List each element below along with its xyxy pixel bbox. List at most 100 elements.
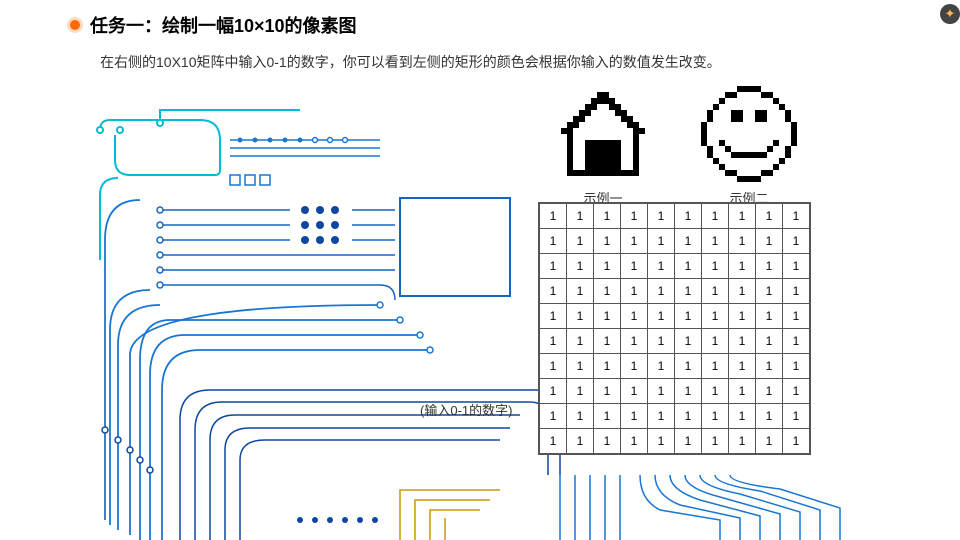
- matrix-cell[interactable]: [756, 429, 783, 454]
- matrix-input[interactable]: [702, 204, 728, 228]
- matrix-input[interactable]: [567, 429, 593, 453]
- matrix-input[interactable]: [756, 379, 782, 403]
- matrix-cell[interactable]: [540, 254, 567, 279]
- matrix-input[interactable]: [729, 304, 755, 328]
- matrix-input[interactable]: [675, 279, 701, 303]
- matrix-input[interactable]: [594, 229, 620, 253]
- matrix-input[interactable]: [648, 204, 674, 228]
- matrix-cell[interactable]: [621, 254, 648, 279]
- matrix-cell[interactable]: [729, 429, 756, 454]
- matrix-cell[interactable]: [621, 204, 648, 229]
- matrix-input[interactable]: [675, 354, 701, 378]
- matrix-input[interactable]: [675, 304, 701, 328]
- matrix-input[interactable]: [540, 379, 566, 403]
- matrix-cell[interactable]: [675, 229, 702, 254]
- matrix-input[interactable]: [540, 404, 566, 428]
- matrix-cell[interactable]: [594, 429, 621, 454]
- matrix-input[interactable]: [783, 204, 809, 228]
- matrix-input[interactable]: [756, 229, 782, 253]
- matrix-input[interactable]: [675, 229, 701, 253]
- matrix-cell[interactable]: [756, 329, 783, 354]
- matrix-cell[interactable]: [783, 379, 810, 404]
- matrix-input[interactable]: [783, 279, 809, 303]
- matrix-cell[interactable]: [783, 229, 810, 254]
- matrix-cell[interactable]: [729, 304, 756, 329]
- matrix-input[interactable]: [729, 229, 755, 253]
- matrix-cell[interactable]: [702, 229, 729, 254]
- matrix-cell[interactable]: [648, 429, 675, 454]
- matrix-cell[interactable]: [675, 354, 702, 379]
- matrix-input[interactable]: [756, 429, 782, 453]
- matrix-input[interactable]: [567, 254, 593, 278]
- matrix-cell[interactable]: [729, 229, 756, 254]
- matrix-cell[interactable]: [783, 429, 810, 454]
- matrix-cell[interactable]: [648, 404, 675, 429]
- matrix-input[interactable]: [756, 279, 782, 303]
- matrix-input[interactable]: [594, 304, 620, 328]
- matrix-cell[interactable]: [729, 404, 756, 429]
- matrix-cell[interactable]: [648, 229, 675, 254]
- matrix-cell[interactable]: [756, 254, 783, 279]
- matrix-input[interactable]: [540, 304, 566, 328]
- matrix-cell[interactable]: [702, 279, 729, 304]
- matrix-input[interactable]: [756, 329, 782, 353]
- matrix-input[interactable]: [675, 329, 701, 353]
- matrix-input[interactable]: [729, 429, 755, 453]
- matrix-cell[interactable]: [621, 379, 648, 404]
- matrix-input[interactable]: [729, 254, 755, 278]
- matrix-cell[interactable]: [540, 304, 567, 329]
- matrix-cell[interactable]: [567, 404, 594, 429]
- matrix-input[interactable]: [783, 429, 809, 453]
- matrix-cell[interactable]: [594, 329, 621, 354]
- matrix-cell[interactable]: [702, 204, 729, 229]
- matrix-cell[interactable]: [675, 279, 702, 304]
- matrix-cell[interactable]: [540, 229, 567, 254]
- matrix-input[interactable]: [702, 354, 728, 378]
- matrix-input[interactable]: [567, 329, 593, 353]
- matrix-input[interactable]: [594, 254, 620, 278]
- matrix-cell[interactable]: [675, 204, 702, 229]
- matrix-input[interactable]: [729, 354, 755, 378]
- matrix-cell[interactable]: [702, 404, 729, 429]
- matrix-cell[interactable]: [567, 354, 594, 379]
- matrix-input[interactable]: [783, 354, 809, 378]
- matrix-input[interactable]: [594, 279, 620, 303]
- matrix-input[interactable]: [567, 379, 593, 403]
- matrix-cell[interactable]: [756, 354, 783, 379]
- matrix-input[interactable]: [783, 304, 809, 328]
- matrix-cell[interactable]: [621, 279, 648, 304]
- matrix-cell[interactable]: [648, 204, 675, 229]
- matrix-cell[interactable]: [567, 304, 594, 329]
- matrix-cell[interactable]: [675, 329, 702, 354]
- matrix-input[interactable]: [648, 429, 674, 453]
- matrix-input[interactable]: [567, 204, 593, 228]
- matrix-cell[interactable]: [594, 404, 621, 429]
- matrix-input[interactable]: [540, 329, 566, 353]
- matrix-cell[interactable]: [729, 354, 756, 379]
- matrix-cell[interactable]: [594, 204, 621, 229]
- matrix-cell[interactable]: [621, 404, 648, 429]
- matrix-cell[interactable]: [648, 379, 675, 404]
- matrix-input[interactable]: [594, 329, 620, 353]
- matrix-input[interactable]: [567, 229, 593, 253]
- matrix-input[interactable]: [621, 304, 647, 328]
- matrix-input[interactable]: [702, 279, 728, 303]
- matrix-input[interactable]: [783, 379, 809, 403]
- matrix-input[interactable]: [675, 254, 701, 278]
- matrix-input[interactable]: [648, 329, 674, 353]
- matrix-input[interactable]: [648, 404, 674, 428]
- matrix-cell[interactable]: [621, 429, 648, 454]
- matrix-cell[interactable]: [702, 329, 729, 354]
- matrix-input[interactable]: [621, 279, 647, 303]
- matrix-input[interactable]: [783, 229, 809, 253]
- matrix-cell[interactable]: [648, 254, 675, 279]
- matrix-input[interactable]: [756, 254, 782, 278]
- matrix-input[interactable]: [540, 254, 566, 278]
- matrix-input[interactable]: [621, 354, 647, 378]
- matrix-input[interactable]: [756, 304, 782, 328]
- matrix-cell[interactable]: [540, 279, 567, 304]
- matrix-input[interactable]: [675, 379, 701, 403]
- matrix-cell[interactable]: [783, 404, 810, 429]
- matrix-cell[interactable]: [729, 329, 756, 354]
- matrix-input[interactable]: [540, 429, 566, 453]
